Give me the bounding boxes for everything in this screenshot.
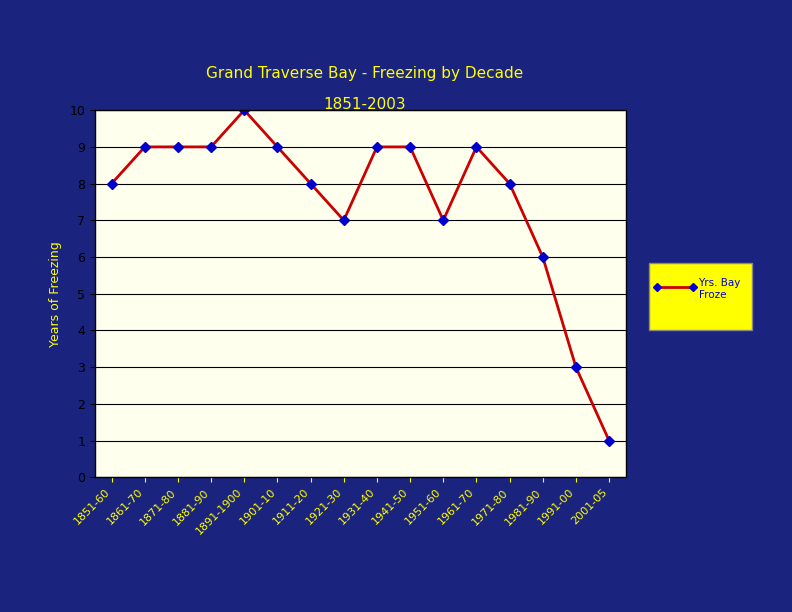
Yrs. Bay
Froze: [505, 180, 514, 187]
Text: 1851-2003: 1851-2003: [323, 97, 406, 111]
Yrs. Bay
Froze: [472, 143, 482, 151]
Yrs. Bay
Froze: [604, 437, 614, 444]
Yrs. Bay
Froze: [439, 217, 448, 224]
Yrs. Bay
Froze: [339, 217, 348, 224]
Yrs. Bay
Froze: [107, 180, 116, 187]
Line: Yrs. Bay
Froze: Yrs. Bay Froze: [109, 106, 612, 444]
Text: Yrs. Bay
Froze: Yrs. Bay Froze: [699, 278, 741, 299]
Yrs. Bay
Froze: [538, 253, 547, 261]
Yrs. Bay
Froze: [173, 143, 183, 151]
Yrs. Bay
Froze: [140, 143, 150, 151]
Yrs. Bay
Froze: [239, 106, 249, 114]
Text: Grand Traverse Bay - Freezing by Decade: Grand Traverse Bay - Freezing by Decade: [206, 66, 523, 81]
Y-axis label: Years of Freezing: Years of Freezing: [49, 241, 63, 346]
Yrs. Bay
Froze: [272, 143, 282, 151]
Yrs. Bay
Froze: [306, 180, 315, 187]
Yrs. Bay
Froze: [406, 143, 415, 151]
Yrs. Bay
Froze: [372, 143, 382, 151]
Yrs. Bay
Froze: [207, 143, 216, 151]
Yrs. Bay
Froze: [571, 364, 581, 371]
